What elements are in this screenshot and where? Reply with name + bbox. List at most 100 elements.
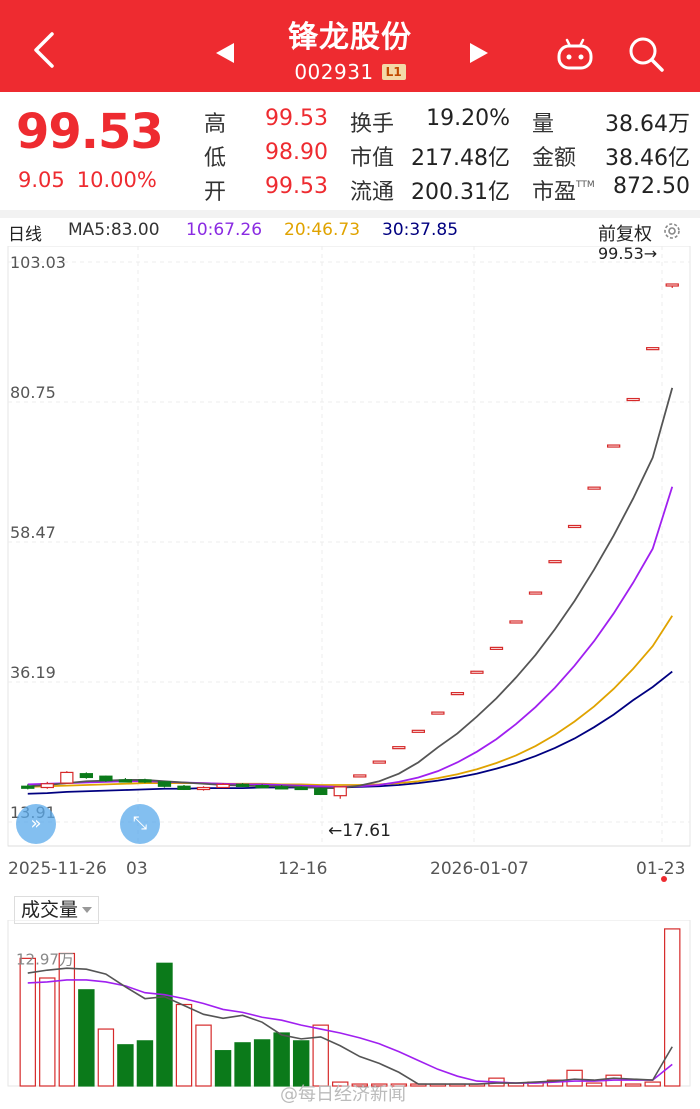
ma-legend-bar: 日线 MA5:83.00 10:67.26 20:46.73 30:37.85 … [0, 220, 700, 246]
current-date-dot [661, 876, 667, 882]
volume-frame [7, 920, 691, 1087]
ma5-line [27, 387, 674, 790]
candle-body [431, 711, 445, 715]
stock-code: 002931 [294, 60, 374, 84]
candle-body [665, 283, 679, 287]
app-header: 锋龙股份 002931 L1 [0, 0, 700, 92]
candle-body [528, 591, 543, 595]
volume-bar [214, 1050, 232, 1087]
ttm-superscript: TTM [576, 180, 595, 190]
candle-body [40, 783, 54, 789]
back-arrow-icon[interactable] [22, 28, 66, 72]
ma10-line [27, 486, 674, 788]
open-label: 开 [204, 180, 227, 205]
volume-chart[interactable]: 12.97万 [0, 920, 700, 1109]
ma20-value: 20:46.73 [284, 220, 361, 240]
candle-body [60, 771, 74, 784]
volume-bar [332, 1081, 349, 1087]
candle-body [509, 620, 523, 624]
ma10-value: 10:67.26 [186, 220, 263, 240]
candle-body [157, 781, 172, 787]
float-bubble-left-icon[interactable]: » [16, 804, 56, 844]
float-cap-label: 流通 [350, 180, 395, 205]
adjust-mode-selector[interactable]: 前复权 [598, 224, 652, 245]
volume-label: 量 [532, 112, 555, 137]
candle-body [216, 783, 230, 789]
volume-bar [97, 1028, 115, 1087]
y-tick-label: 58.47 [10, 523, 56, 542]
volume-bar [58, 952, 76, 1087]
search-icon[interactable] [626, 34, 666, 74]
candle-body [587, 486, 601, 490]
amount-value: 38.46亿 [605, 146, 690, 171]
candle-body [118, 779, 133, 783]
volume-bars [19, 928, 681, 1087]
volume-bar [117, 1044, 134, 1087]
amount-label: 金额 [532, 146, 577, 171]
volume-bar [195, 1024, 212, 1087]
period-selector[interactable]: 日线 [8, 225, 42, 245]
y-tick-label: 36.19 [10, 663, 56, 682]
x-tick-label: 01-23 [636, 859, 685, 879]
volume-bar [624, 1083, 642, 1087]
pe-value: 872.50 [613, 174, 690, 199]
candle-body [314, 788, 328, 796]
robot-assistant-icon[interactable] [555, 36, 595, 72]
volume-ma5-line [27, 967, 673, 1085]
candle-body [411, 729, 426, 733]
candle-body [255, 785, 269, 789]
section-divider [0, 210, 700, 218]
candle-body [567, 524, 582, 529]
volume-bar [253, 1039, 271, 1087]
volume-bar [585, 1082, 603, 1087]
volume-bar [19, 957, 36, 1087]
candle-body [274, 786, 289, 790]
candle-body [177, 785, 191, 790]
candle-body [470, 670, 484, 674]
candle-body [548, 560, 562, 564]
moving-average-lines [27, 387, 674, 795]
candle-body [372, 760, 386, 764]
candle-body [333, 786, 347, 797]
volume-bar [234, 1042, 251, 1087]
float-cap-value: 200.31亿 [411, 180, 510, 205]
volume-indicator-selector[interactable]: 成交量 [14, 896, 100, 924]
volume-bar [644, 1081, 661, 1087]
previous-stock-icon[interactable] [212, 40, 238, 66]
candle-body [450, 692, 465, 696]
price-annotations: 99.53→ ←17.61 [328, 246, 657, 841]
volume-bar [312, 1024, 329, 1087]
volume-bar [175, 1003, 193, 1087]
chart-grid [7, 246, 691, 847]
float-bubble-expand-icon[interactable]: ⤡ [120, 804, 160, 844]
watermark-text: @每日经济新闻 [280, 1084, 406, 1105]
y-tick-label: 80.75 [10, 383, 56, 402]
high-value: 99.53 [265, 106, 328, 131]
volume-bar [39, 977, 56, 1087]
ma20-line [27, 615, 673, 788]
volume-bar [136, 1040, 154, 1087]
volume-y-label: 12.97万 [16, 951, 74, 969]
ma30-line [27, 670, 673, 795]
open-value: 99.53 [265, 174, 328, 199]
volume-bar [351, 1083, 368, 1087]
candle-body [392, 746, 406, 750]
settings-gear-icon[interactable] [661, 220, 683, 242]
pe-label: 市盈TTM [532, 180, 595, 205]
high-price-annotation: 99.53→ [598, 246, 657, 263]
candle-body [79, 773, 94, 779]
next-stock-icon[interactable] [466, 40, 492, 66]
low-price-annotation: ←17.61 [328, 821, 391, 841]
current-price: 99.53 [16, 104, 164, 160]
stock-name: 锋龙股份 [288, 20, 412, 55]
candle-body [626, 397, 640, 402]
chart-frame [7, 246, 691, 847]
volume-bar [566, 1069, 583, 1087]
candle-body [138, 779, 152, 783]
ma5-value: MA5:83.00 [68, 220, 160, 240]
quote-panel: 99.53 9.05 10.00% 高 99.53 低 98.90 开 99.53… [0, 92, 700, 212]
candle-body [21, 785, 35, 789]
volume-bar [78, 989, 95, 1087]
market-cap-label: 市值 [350, 146, 395, 171]
